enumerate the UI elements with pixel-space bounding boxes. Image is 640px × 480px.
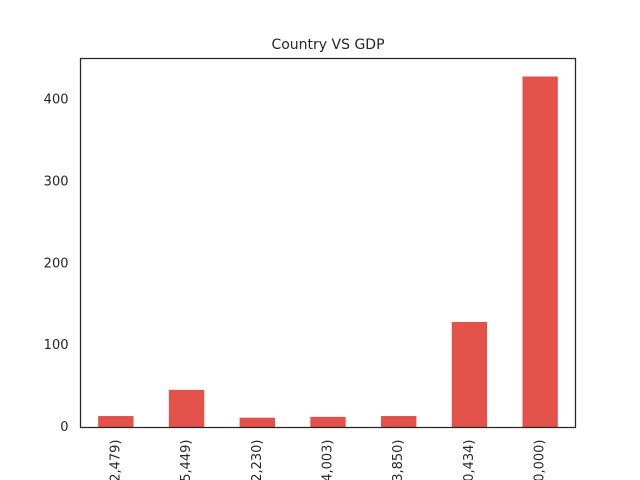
x-tick-label: 0,000) xyxy=(533,440,548,480)
x-tick-label: 5,449) xyxy=(179,440,194,480)
bar xyxy=(381,416,417,428)
bar xyxy=(168,389,205,428)
y-tick-label: 300 xyxy=(44,175,69,190)
bar xyxy=(522,76,558,428)
y-axis-ticks: 0 100 200 300 400 xyxy=(44,93,69,435)
x-tick-label: 4,003) xyxy=(321,440,336,480)
y-tick-label: 0 xyxy=(60,420,68,435)
plot-frame xyxy=(79,57,577,429)
bars-layer xyxy=(98,76,558,428)
x-tick-label: 2,230) xyxy=(250,440,265,480)
x-tick-label: 3,850) xyxy=(391,440,406,480)
x-axis-ticks: 2,479) 5,449) 2,230) 4,003) 3,850) 0,434) 0,00… xyxy=(108,440,547,480)
bar xyxy=(451,321,488,428)
bar xyxy=(239,417,275,428)
y-tick-label: 100 xyxy=(44,338,69,353)
y-tick-label: 400 xyxy=(44,93,69,108)
y-tick-label: 200 xyxy=(44,256,69,271)
x-tick-label: 0,434) xyxy=(462,440,477,480)
x-tick-label: 2,479) xyxy=(108,440,123,480)
bar xyxy=(310,416,346,428)
chart-title: Country VS GDP xyxy=(271,37,384,53)
bar xyxy=(98,416,134,428)
